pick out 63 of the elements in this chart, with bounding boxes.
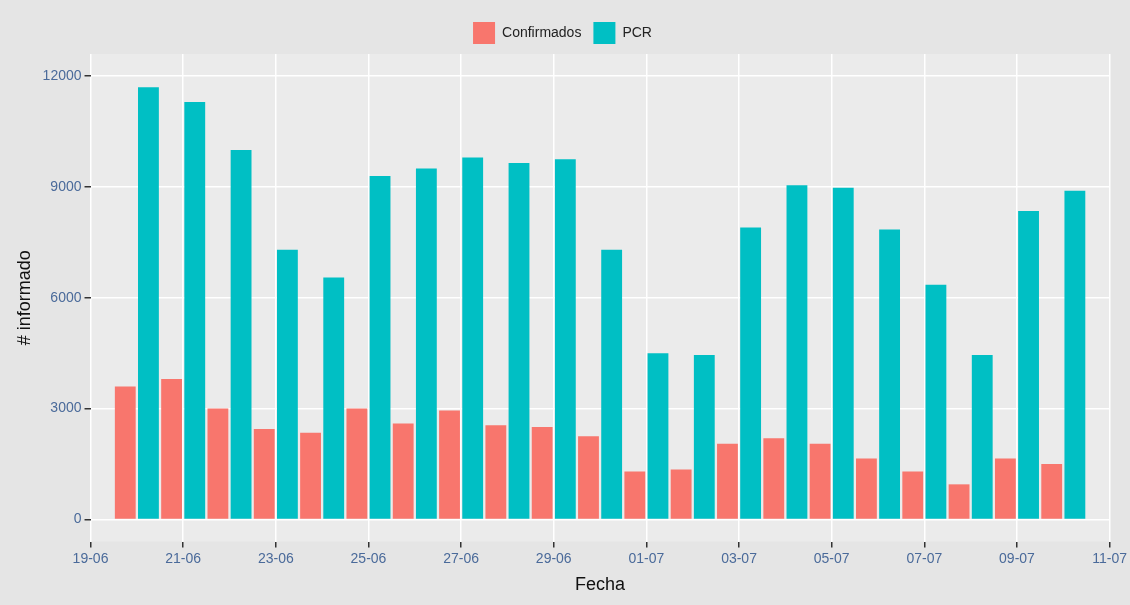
legend-label: Confirmados <box>502 23 582 40</box>
bar <box>740 227 762 519</box>
bar <box>786 185 808 519</box>
bar <box>508 162 530 519</box>
bar <box>439 410 460 519</box>
bar <box>994 458 1016 519</box>
y-tick-label: 6000 <box>50 288 82 305</box>
bar <box>1041 464 1063 519</box>
y-tick-label: 12000 <box>42 67 82 84</box>
bar <box>323 277 345 519</box>
bar <box>300 432 321 519</box>
bar <box>369 175 391 519</box>
bar <box>392 423 414 519</box>
bar <box>879 229 901 519</box>
bar <box>276 249 298 519</box>
x-tick-label: 25-06 <box>350 549 387 566</box>
bar <box>624 471 646 519</box>
bar <box>717 443 738 519</box>
bar <box>856 458 877 519</box>
bar <box>531 427 553 519</box>
x-tick-label: 01-07 <box>628 549 665 566</box>
x-tick-label: 11-07 <box>1092 549 1128 566</box>
bar <box>230 150 252 519</box>
y-tick-label: 0 <box>73 510 82 527</box>
bar <box>346 408 368 519</box>
bar <box>554 159 576 519</box>
y-axis-title: # informado <box>13 250 34 346</box>
bar <box>925 284 947 519</box>
bar <box>578 436 599 519</box>
legend-label: PCR <box>622 23 652 40</box>
bar <box>184 102 206 519</box>
x-tick-label: 27-06 <box>443 549 480 566</box>
x-tick-label: 23-06 <box>257 549 294 566</box>
bar <box>138 87 159 519</box>
bar <box>462 157 484 519</box>
bar <box>485 425 507 519</box>
bar <box>253 428 275 519</box>
x-tick-label: 03-07 <box>721 549 758 566</box>
x-tick-label: 09-07 <box>999 549 1036 566</box>
bar <box>1018 210 1039 519</box>
bar <box>161 379 183 519</box>
bar <box>415 168 437 519</box>
x-tick-label: 19-06 <box>72 549 109 566</box>
bar <box>114 386 136 519</box>
bar <box>601 249 623 519</box>
bar <box>902 471 924 519</box>
x-axis-title: Fecha <box>575 574 627 595</box>
bar <box>647 353 669 519</box>
x-tick-label: 07-07 <box>906 549 943 566</box>
x-tick-label: 29-06 <box>535 549 572 566</box>
y-tick-label: 9000 <box>50 177 82 194</box>
x-tick-label: 21-06 <box>165 549 202 566</box>
bar <box>693 355 715 519</box>
bar <box>670 469 692 519</box>
bar <box>763 438 785 519</box>
bar <box>832 187 854 519</box>
bar <box>207 408 229 519</box>
x-tick-label: 05-07 <box>813 549 850 566</box>
bar <box>971 355 993 519</box>
bar <box>809 443 831 519</box>
bar <box>1064 190 1086 519</box>
y-tick-label: 3000 <box>50 399 82 416</box>
bar <box>948 484 970 519</box>
